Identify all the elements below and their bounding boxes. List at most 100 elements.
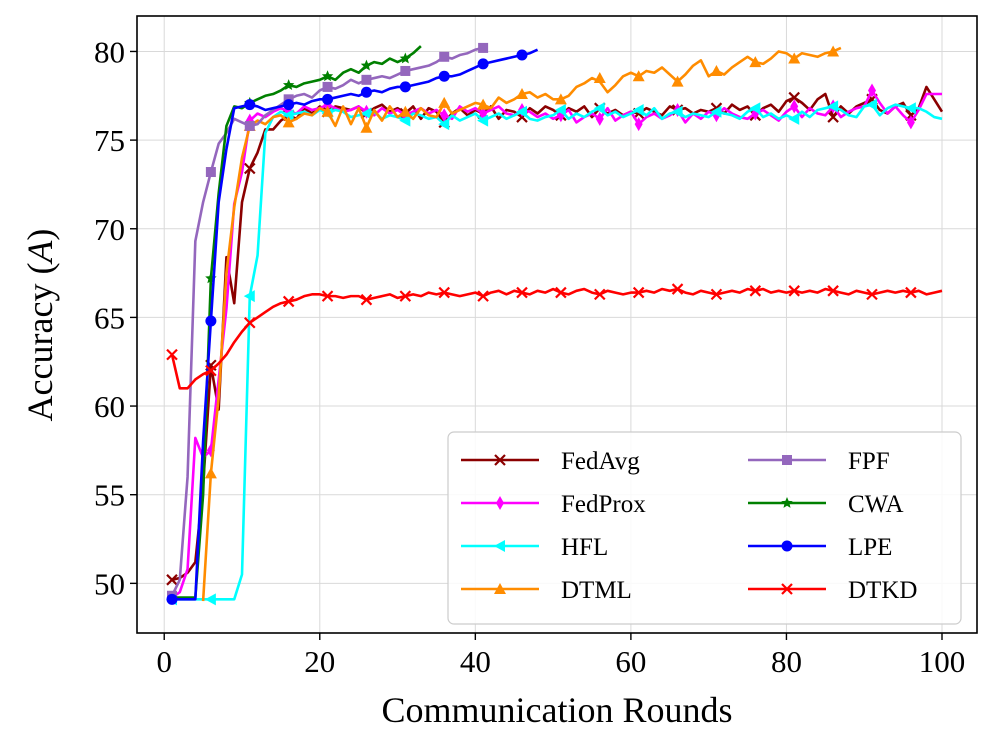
data-point-dtml [632,70,645,82]
data-point-dtml [477,98,490,110]
data-point-dtkd [321,290,334,302]
plot-frame [136,15,978,634]
series-line-hfl [172,103,943,601]
y-axis-title-symbol: A [20,240,60,265]
legend-marker [494,583,506,594]
data-point-hfl [788,112,800,125]
data-point-dtkd [905,286,917,299]
y-tick-label: 55 [94,478,125,513]
data-point-hfl [399,114,411,127]
y-axis-title-close: ) [20,229,60,241]
legend-label: FedAvg [561,448,640,475]
data-point-fpf [478,42,489,53]
y-tick-label: 80 [94,34,125,69]
data-point-hfl [632,103,644,116]
data-point-dtkd [477,290,489,302]
data-point-fedavg [827,111,839,123]
series-line-cwa [172,45,422,599]
legend-label: FPF [848,448,890,475]
legend-marker [781,583,793,595]
x-tick-label: 60 [615,644,646,679]
x-tick-label: 20 [304,644,335,679]
x-tick-label: 80 [771,644,802,679]
legend-label: FedProx [561,491,646,518]
legend-marker [781,540,793,552]
data-point-fpf [205,167,216,178]
grid [137,16,977,633]
x-axis-title: Communication Rounds [382,690,733,730]
series-lines [166,42,944,606]
data-point-dtml [671,75,684,87]
legend-item-lpe: LPE [748,534,892,561]
y-axis-title-text: Accuracy ( [20,263,60,422]
data-point-lpe [322,93,334,105]
y-tick-label: 75 [94,123,125,158]
legend-label: CWA [848,491,904,518]
legend-marker [781,497,793,508]
y-tick-label: 50 [94,566,125,601]
y-tick-label: 70 [94,212,125,247]
data-point-hfl [593,102,605,115]
data-point-dtkd [671,283,684,295]
data-point-hfl [360,107,372,120]
data-point-dtml [593,72,606,84]
series-dtml [201,45,842,602]
legend-label: DTML [561,577,632,604]
data-point-hfl [554,103,566,116]
legend-label: DTKD [848,577,917,604]
data-point-fedprox [790,99,799,114]
data-point-hfl [710,105,722,118]
data-point-lpe [516,49,528,61]
data-point-dtml [516,88,528,100]
data-point-dtml [827,45,840,57]
series-line-fpf [170,46,484,597]
data-point-cwa [321,70,334,82]
data-point-lpe [166,593,178,605]
data-point-fedavg [788,91,800,104]
data-point-lpe [477,58,489,70]
series-line-dtkd [170,287,943,390]
data-point-hfl [516,105,527,118]
data-point-hfl [671,105,683,118]
data-point-lpe [283,99,295,111]
series-lpe [166,48,539,605]
data-point-lpe [399,81,411,93]
data-point-dtkd [166,348,178,361]
data-point-dtkd [282,295,295,308]
data-point-dtml [321,105,334,117]
data-point-hfl [827,100,839,113]
data-point-dtml [749,56,762,68]
data-point-dtkd [594,288,606,301]
legend-item-hfl: HFL [461,534,608,561]
data-point-fpf [322,81,333,92]
data-point-fpf [439,51,450,62]
y-axis-title: Accuracy (A) [20,229,60,422]
data-point-fedavg [244,162,256,175]
data-point-hfl [438,118,450,131]
data-point-hfl [866,98,877,111]
y-tick-label: 60 [94,389,125,424]
data-point-dtml [282,116,295,128]
legend-item-fpf: FPF [748,448,890,475]
legend-item-dtml: DTML [461,577,632,604]
data-point-dtkd [438,286,450,299]
data-point-hfl [749,102,761,115]
data-point-dtkd [399,290,412,302]
data-point-dtkd [866,288,878,301]
series-line-fedprox [171,89,942,599]
data-point-dtkd [632,286,645,299]
data-point-dtkd [710,288,723,301]
data-point-dtkd [205,364,217,377]
legend-item-fedprox: FedProx [461,491,646,518]
data-point-fedprox [868,83,876,98]
data-point-dtml [360,121,373,133]
data-point-dtkd [244,316,256,329]
legend-item-fedavg: FedAvg [461,448,640,475]
data-point-hfl [243,290,255,303]
data-point-fpf [400,65,411,76]
data-point-fedprox [595,111,604,126]
data-point-cwa [360,59,373,71]
x-tick-label: 40 [460,644,491,679]
data-point-lpe [205,315,217,327]
